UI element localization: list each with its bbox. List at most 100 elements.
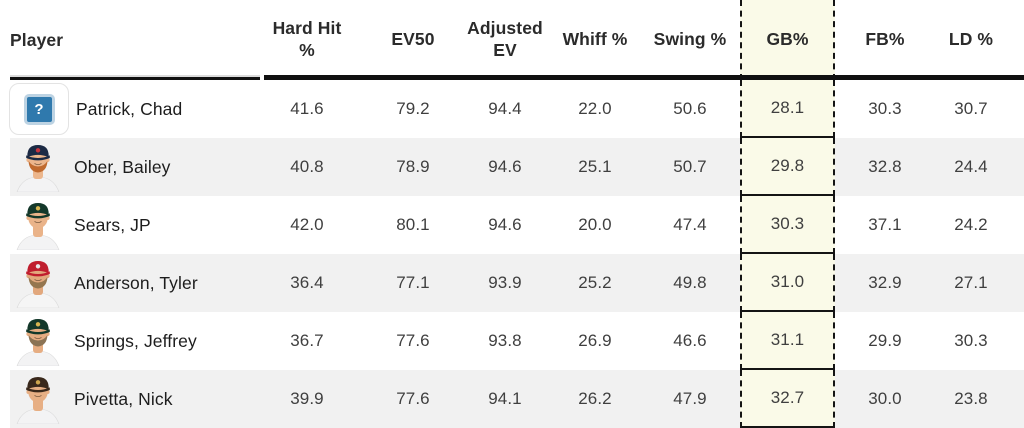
stat-cells: 36.4 77.1 93.9 25.2 49.8 31.0 32.9 27.1 (265, 254, 1024, 312)
stat-cell-gb-pct: 31.0 (740, 254, 835, 312)
column-header-gb-pct[interactable]: GB% (740, 0, 835, 80)
player-cell: Sears, JP (0, 196, 265, 254)
table-row[interactable]: Anderson, Tyler 36.4 77.1 93.9 25.2 49.8 31.0… (0, 254, 1024, 312)
stat-cells: 40.8 78.9 94.6 25.1 50.7 29.8 32.8 24.4 (265, 138, 1024, 196)
stat-cells: 41.6 79.2 94.4 22.0 50.6 28.1 30.3 30.7 (265, 80, 1024, 138)
table-header-row: Player Hard Hit % EV50 Adjusted EV Whiff % S… (0, 0, 1024, 80)
stat-cell-ld-pct: 27.1 (954, 273, 988, 292)
player-name[interactable]: Patrick, Chad (76, 98, 183, 119)
stat-cell-ld-pct: 30.3 (954, 331, 988, 350)
table-row[interactable]: Springs, Jeffrey 36.7 77.6 93.8 26.9 46.6 31.… (0, 312, 1024, 370)
stat-cell-ev50: 78.9 (396, 157, 430, 176)
stat-cell-hard-hit-pct: 40.8 (290, 157, 324, 176)
column-header-ev50[interactable]: EV50 (391, 29, 435, 50)
player-headshot-athletics-icon (16, 319, 60, 366)
stat-cell-adjusted-ev: 94.1 (488, 389, 522, 408)
player-cell: Pivetta, Nick (0, 370, 265, 428)
stat-cells: 39.9 77.6 94.1 26.2 47.9 32.7 30.0 23.8 (265, 370, 1024, 428)
player-headshot-minnesota-twins-icon (16, 145, 60, 192)
stat-cell-fb-pct: 32.9 (868, 273, 902, 292)
header-rule-left-segment (10, 77, 260, 80)
stat-cell-adjusted-ev: 93.8 (488, 331, 522, 350)
player-cell: Ober, Bailey (0, 138, 265, 196)
column-header-ld-pct[interactable]: LD % (948, 29, 994, 50)
player-name[interactable]: Ober, Bailey (74, 156, 171, 177)
stat-cell-hard-hit-pct: 39.9 (290, 389, 324, 408)
stat-cell-ld-pct: 24.2 (954, 215, 988, 234)
table-row[interactable]: Pivetta, Nick 39.9 77.6 94.1 26.2 47.9 32.7 30… (0, 370, 1024, 428)
stat-cell-ev50: 77.6 (396, 389, 430, 408)
player-avatar (14, 375, 62, 424)
column-header-whiff-pct[interactable]: Whiff % (562, 29, 628, 50)
player-cell: Anderson, Tyler (0, 254, 265, 312)
stat-cells: 42.0 80.1 94.6 20.0 47.4 30.3 37.1 24.2 (265, 196, 1024, 254)
stat-cell-adjusted-ev: 94.4 (488, 99, 522, 118)
column-header-swing-pct[interactable]: Swing % (653, 29, 727, 50)
stat-cell-gb-pct: 31.1 (740, 312, 835, 370)
stat-cell-adjusted-ev: 94.6 (488, 215, 522, 234)
stat-cell-fb-pct: 30.3 (868, 99, 902, 118)
player-headshot-athletics-icon (16, 203, 60, 250)
stat-cell-fb-pct: 30.0 (868, 389, 902, 408)
stat-cell-ld-pct: 24.4 (954, 157, 988, 176)
stat-cell-ev50: 80.1 (396, 215, 430, 234)
player-avatar (14, 317, 62, 366)
table-row[interactable]: Ober, Bailey 40.8 78.9 94.6 25.1 50.7 29.8 32.… (0, 138, 1024, 196)
stat-cell-fb-pct: 32.8 (868, 157, 902, 176)
player-avatar (14, 201, 62, 250)
stat-cell-ev50: 77.1 (396, 273, 430, 292)
column-header-adjusted-ev[interactable]: Adjusted EV (467, 18, 543, 60)
table-row[interactable]: ? Patrick, Chad 41.6 79.2 94.4 22.0 50.6 28.1… (0, 80, 1024, 138)
table-body: ? Patrick, Chad 41.6 79.2 94.4 22.0 50.6 28.1… (0, 80, 1024, 428)
stat-column-headers: Hard Hit % EV50 Adjusted EV Whiff % Swing % G… (265, 0, 1024, 80)
stat-cell-swing-pct: 47.4 (673, 215, 707, 234)
stat-cell-swing-pct: 49.8 (673, 273, 707, 292)
header-rule-right-segment (264, 75, 1024, 80)
stat-cell-ld-pct: 30.7 (954, 99, 988, 118)
stat-cell-whiff-pct: 25.1 (578, 157, 612, 176)
missing-photo-question-icon: ? (23, 93, 55, 125)
stat-cell-hard-hit-pct: 42.0 (290, 215, 324, 234)
header-rule-shadow (10, 75, 260, 77)
stat-cell-adjusted-ev: 94.6 (488, 157, 522, 176)
stat-cell-hard-hit-pct: 36.7 (290, 331, 324, 350)
player-cell: Springs, Jeffrey (0, 312, 265, 370)
column-header-hard-hit-pct[interactable]: Hard Hit % (272, 18, 342, 60)
player-name[interactable]: Sears, JP (74, 214, 151, 235)
player-avatar (14, 259, 62, 308)
player-name[interactable]: Anderson, Tyler (74, 272, 198, 293)
player-avatar: ? (9, 83, 69, 135)
column-header-player[interactable]: Player (10, 29, 64, 50)
stat-cell-whiff-pct: 26.9 (578, 331, 612, 350)
stat-cell-adjusted-ev: 93.9 (488, 273, 522, 292)
stat-cell-ld-pct: 23.8 (954, 389, 988, 408)
stat-cell-whiff-pct: 22.0 (578, 99, 612, 118)
stat-cell-ev50: 77.6 (396, 331, 430, 350)
stat-cell-hard-hit-pct: 41.6 (290, 99, 324, 118)
player-avatar (14, 143, 62, 192)
stat-cell-gb-pct: 32.7 (740, 370, 835, 428)
player-headshot-la-angels-icon (16, 261, 60, 308)
player-name[interactable]: Springs, Jeffrey (74, 330, 197, 351)
stat-cell-swing-pct: 50.7 (673, 157, 707, 176)
player-headshot-san-diego-padres-icon (16, 377, 60, 424)
table-row[interactable]: Sears, JP 42.0 80.1 94.6 20.0 47.4 30.3 37.1 24… (0, 196, 1024, 254)
stat-cell-fb-pct: 29.9 (868, 331, 902, 350)
player-name[interactable]: Pivetta, Nick (74, 388, 173, 409)
stat-cell-fb-pct: 37.1 (868, 215, 902, 234)
stat-cell-gb-pct: 30.3 (740, 196, 835, 254)
stat-cells: 36.7 77.6 93.8 26.9 46.6 31.1 29.9 30.3 (265, 312, 1024, 370)
stat-cell-ev50: 79.2 (396, 99, 430, 118)
stat-cell-gb-pct: 28.1 (740, 80, 835, 138)
stat-cell-swing-pct: 46.6 (673, 331, 707, 350)
stat-cell-whiff-pct: 25.2 (578, 273, 612, 292)
player-cell: ? Patrick, Chad (0, 80, 265, 138)
column-header-fb-pct[interactable]: FB% (865, 29, 905, 50)
stat-cell-hard-hit-pct: 36.4 (290, 273, 324, 292)
stat-cell-swing-pct: 47.9 (673, 389, 707, 408)
stat-cell-whiff-pct: 26.2 (578, 389, 612, 408)
stat-cell-gb-pct: 29.8 (740, 138, 835, 196)
stat-cell-whiff-pct: 20.0 (578, 215, 612, 234)
stat-cell-swing-pct: 50.6 (673, 99, 707, 118)
